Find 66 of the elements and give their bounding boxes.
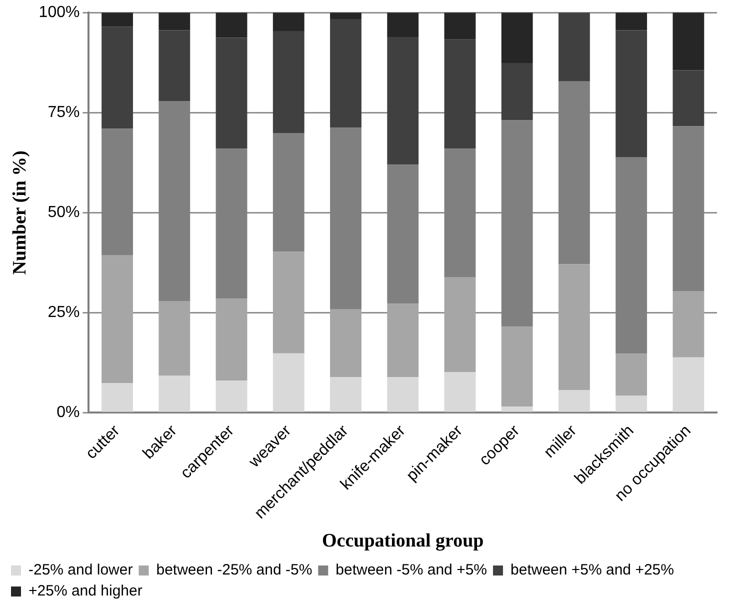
y-tick-label: 0% <box>56 404 80 421</box>
bar <box>330 309 362 377</box>
legend-label: between +5% and +25% <box>510 562 674 579</box>
bar <box>272 353 304 412</box>
legend-label: between -5% and +5% <box>336 562 488 579</box>
bar <box>216 298 248 381</box>
bar <box>501 62 533 120</box>
bar <box>444 39 476 149</box>
bar <box>387 304 419 377</box>
bar <box>444 277 476 372</box>
bar <box>272 12 304 31</box>
x-axis-title: Occupational group <box>322 530 484 552</box>
bar <box>616 354 648 396</box>
bar <box>272 252 304 354</box>
bar <box>102 26 133 129</box>
bar <box>616 396 648 412</box>
bar <box>444 148 476 278</box>
bar <box>330 128 362 310</box>
bar <box>501 12 533 63</box>
bar <box>558 264 590 390</box>
bar <box>672 12 704 70</box>
y-axis-title: Number (in %) <box>9 150 30 275</box>
bar <box>330 376 362 412</box>
y-tick-label: 50% <box>48 204 80 221</box>
bar <box>387 37 419 165</box>
y-tick-label: 100% <box>38 4 80 22</box>
bar <box>102 382 133 412</box>
legend-label: -25% and lower <box>28 562 133 579</box>
bar <box>444 372 476 412</box>
bar <box>387 164 419 304</box>
bar <box>102 128 133 256</box>
bar <box>558 390 590 412</box>
bar <box>616 12 648 30</box>
bar <box>672 290 704 358</box>
legend-label: +25% and higher <box>28 582 142 600</box>
bar <box>158 12 190 30</box>
bar <box>672 126 704 291</box>
bar <box>158 300 190 376</box>
bar <box>501 406 533 412</box>
bar <box>330 12 362 19</box>
bar <box>216 380 248 412</box>
bar <box>216 12 248 38</box>
bar <box>672 70 704 126</box>
bar <box>501 326 533 407</box>
bar <box>216 38 248 149</box>
bar <box>272 31 304 133</box>
bar <box>158 30 190 101</box>
bar <box>102 255 133 383</box>
bar <box>330 19 362 128</box>
bar <box>616 30 648 158</box>
bar <box>501 120 533 327</box>
bar <box>616 157 648 354</box>
bar <box>272 132 304 252</box>
bar <box>444 12 476 40</box>
bar <box>558 81 590 264</box>
bar <box>558 12 590 82</box>
y-tick-label: 25% <box>48 304 80 321</box>
bar <box>158 100 190 301</box>
bar <box>672 357 704 412</box>
bar <box>102 12 133 27</box>
bar <box>387 12 419 37</box>
y-tick-label: 75% <box>48 104 80 121</box>
legend-label: between -25% and -5% <box>156 562 312 579</box>
bar <box>216 148 248 299</box>
bar <box>158 376 190 412</box>
bar <box>387 376 419 412</box>
